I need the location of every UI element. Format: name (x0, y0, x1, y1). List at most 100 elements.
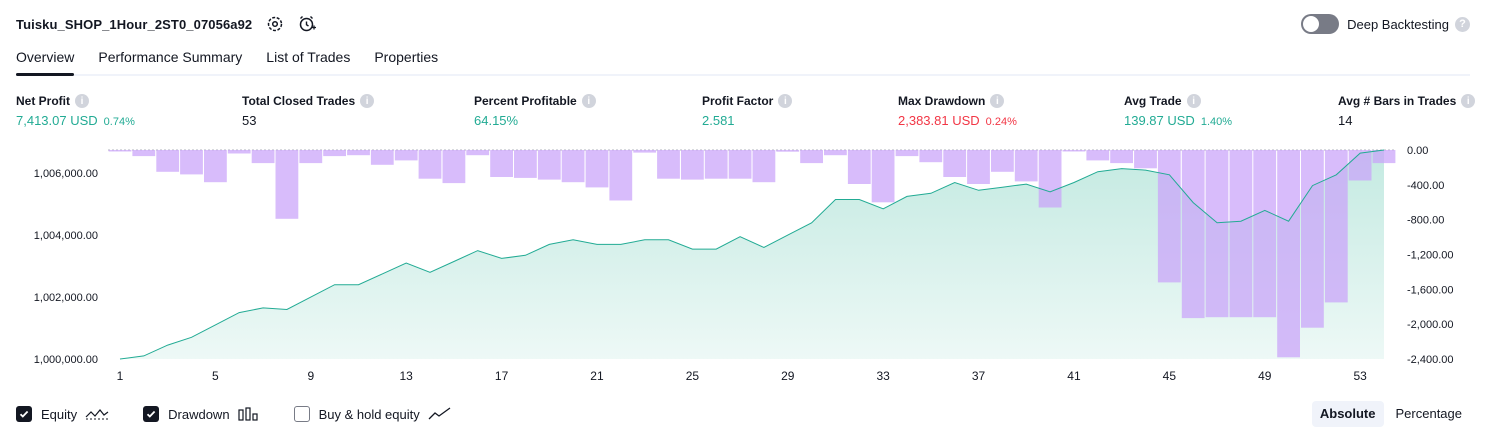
tab-overview[interactable]: Overview (16, 42, 75, 76)
report-tabs: Overview Performance Summary List of Tra… (16, 42, 1470, 76)
drawdown-bar (323, 150, 346, 157)
drawdown-bar (490, 150, 513, 177)
stat-value: 139.87 USD (1124, 113, 1195, 128)
equity-checkbox[interactable] (16, 406, 32, 422)
drawdown-bar (1324, 150, 1348, 303)
stat-label: Net Profit (16, 94, 70, 108)
right-axis-tick-label: -2,400.00 (1407, 354, 1453, 366)
drawdown-bar (204, 150, 227, 183)
stat-percent-profitable: Percent Profitable i 64.15% (474, 92, 596, 128)
right-axis-tick-label: 0.00 (1407, 145, 1428, 157)
stat-value: 2.581 (702, 113, 735, 128)
right-axis-tick-label: -1,200.00 (1407, 250, 1453, 262)
drawdown-bar (609, 150, 633, 201)
right-axis-tick-label: -800.00 (1407, 215, 1444, 227)
equity-line-icon (85, 407, 109, 421)
stat-avg-trade: Avg Trade i 139.87 USD 1.40% (1124, 92, 1232, 128)
buy-hold-line-icon (428, 407, 452, 421)
info-icon[interactable]: i (990, 94, 1005, 108)
drawdown-bar (1134, 150, 1157, 169)
x-axis-tick-label: 53 (1353, 369, 1367, 383)
value-mode-switch: Absolute Percentage (1308, 401, 1470, 427)
stat-net-profit: Net Profit i 7,413.07 USD 0.74% (16, 92, 135, 128)
tab-performance-summary[interactable]: Performance Summary (98, 49, 243, 65)
right-axis-tick-label: -400.00 (1407, 180, 1444, 192)
deep-backtesting-toggle[interactable] (1301, 14, 1340, 34)
drawdown-bar (633, 150, 657, 153)
drawdown-bar (180, 150, 203, 175)
drawdown-bar (1181, 150, 1205, 319)
drawdown-bar (132, 150, 156, 157)
equity-area (120, 150, 1384, 359)
x-axis-tick-label: 41 (1067, 369, 1081, 383)
legend-label: Equity (41, 406, 78, 422)
buy-hold-checkbox[interactable] (293, 406, 310, 422)
equity-drawdown-chart[interactable]: 1,000,000.00 1,002,000.00 1,004,000.00 1,00… (0, 138, 1486, 394)
drawdown-bar (824, 150, 847, 156)
right-axis-tick-label: -2,000.00 (1407, 319, 1453, 331)
tab-properties[interactable]: Properties (374, 49, 439, 65)
left-axis-tick-label: 1,002,000.00 (34, 292, 98, 304)
info-icon[interactable]: i (581, 94, 596, 108)
x-axis-tick-label: 21 (590, 369, 604, 383)
stat-label: Percent Profitable (474, 94, 577, 108)
stat-avg-bars: Avg # Bars in Trades i 14 (1338, 92, 1476, 128)
drawdown-bar (466, 150, 490, 156)
deep-backtesting-label: Deep Backtesting (1347, 16, 1449, 32)
drawdown-bar (156, 150, 180, 172)
x-axis-tick-label: 9 (307, 369, 314, 383)
drawdown-bar (871, 150, 895, 203)
legend-drawdown[interactable]: Drawdown (143, 406, 259, 422)
drawdown-bar (514, 150, 537, 178)
drawdown-bar (1110, 150, 1133, 164)
left-axis-tick-label: 1,006,000.00 (34, 168, 98, 180)
x-axis-tick-label: 17 (495, 369, 509, 383)
drawdown-bar (275, 150, 299, 219)
stat-label: Max Drawdown (898, 94, 986, 108)
drawdown-bar (347, 150, 370, 156)
drawdown-bar (537, 150, 561, 180)
drawdown-bar (1277, 150, 1300, 358)
drawdown-bar (704, 150, 728, 179)
drawdown-bar (108, 150, 132, 152)
drawdown-bar (991, 150, 1014, 172)
stat-percent: 1.40% (1200, 116, 1233, 128)
toggle-knob (1303, 16, 1320, 32)
legend-equity[interactable]: Equity (16, 406, 109, 422)
info-icon[interactable]: i (1461, 94, 1476, 108)
drawdown-bar (776, 150, 800, 152)
info-icon[interactable]: i (360, 94, 375, 108)
right-axis-tick-label: -1,600.00 (1407, 284, 1453, 296)
drawdown-bar (1372, 150, 1396, 164)
drawdown-bar (1229, 150, 1253, 318)
x-axis-tick-label: 25 (686, 369, 700, 383)
x-axis-tick-label: 45 (1163, 369, 1177, 383)
tab-list-of-trades[interactable]: List of Trades (266, 49, 351, 65)
left-axis-tick-label: 1,004,000.00 (34, 230, 98, 242)
drawdown-bar (299, 150, 323, 164)
absolute-button[interactable]: Absolute (1311, 401, 1384, 427)
stat-profit-factor: Profit Factor i 2.581 (702, 92, 793, 128)
chart-legend: Equity Drawdown Buy & hold equity (16, 403, 486, 425)
info-icon[interactable]: i (75, 94, 89, 108)
drawdown-bar (657, 150, 680, 179)
add-alert-clock-icon[interactable] (298, 15, 317, 33)
drawdown-bar (1205, 150, 1229, 318)
legend-buy-hold[interactable]: Buy & hold equity (293, 406, 452, 422)
info-icon[interactable]: i (1186, 94, 1201, 108)
drawdown-bar (561, 150, 585, 183)
stat-value: 14 (1338, 113, 1353, 128)
x-axis-tick-label: 37 (972, 369, 986, 383)
help-icon[interactable]: ? (1455, 16, 1470, 32)
info-icon[interactable]: i (778, 94, 793, 108)
stat-label: Profit Factor (702, 94, 774, 108)
percentage-button[interactable]: Percentage (1395, 406, 1463, 421)
drawdown-bar (1157, 150, 1181, 283)
strategy-header: Tuisku_SHOP_1Hour_2ST0_07056a92 (16, 12, 317, 36)
settings-gear-icon[interactable] (266, 15, 284, 33)
drawdown-bar (394, 150, 418, 161)
drawdown-bar (1348, 150, 1372, 181)
drawdown-bar (681, 150, 704, 180)
drawdown-checkbox[interactable] (143, 406, 160, 422)
drawdown-bar (442, 150, 466, 184)
